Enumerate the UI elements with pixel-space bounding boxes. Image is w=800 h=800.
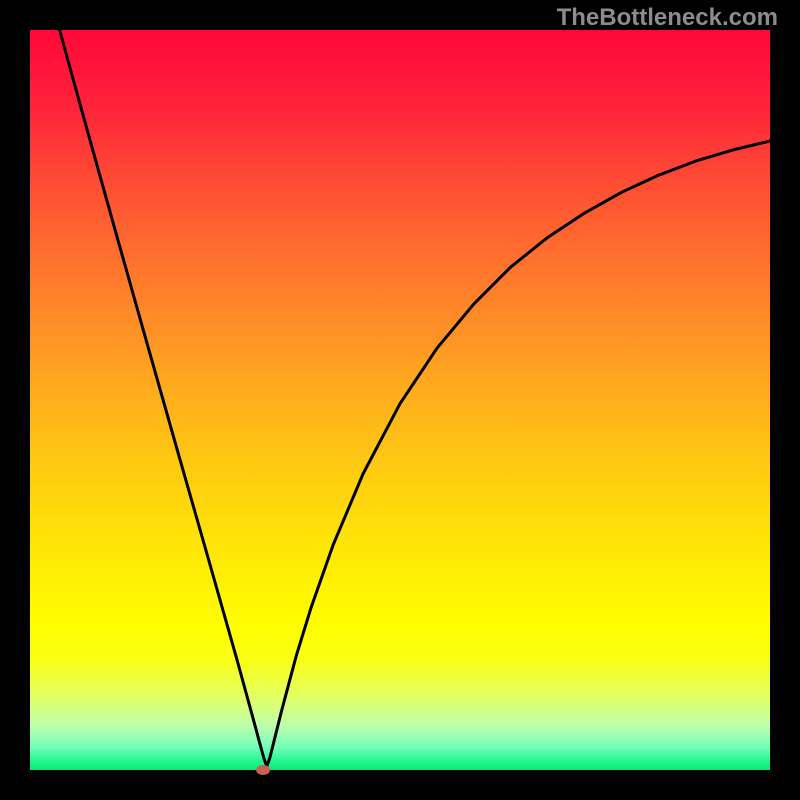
chart-container: { "watermark": "TheBottleneck.com", "cha… xyxy=(0,0,800,800)
plot-background xyxy=(30,30,770,770)
bottleneck-chart xyxy=(0,0,800,800)
watermark-text: TheBottleneck.com xyxy=(557,4,778,32)
optimal-point-marker xyxy=(256,765,270,775)
